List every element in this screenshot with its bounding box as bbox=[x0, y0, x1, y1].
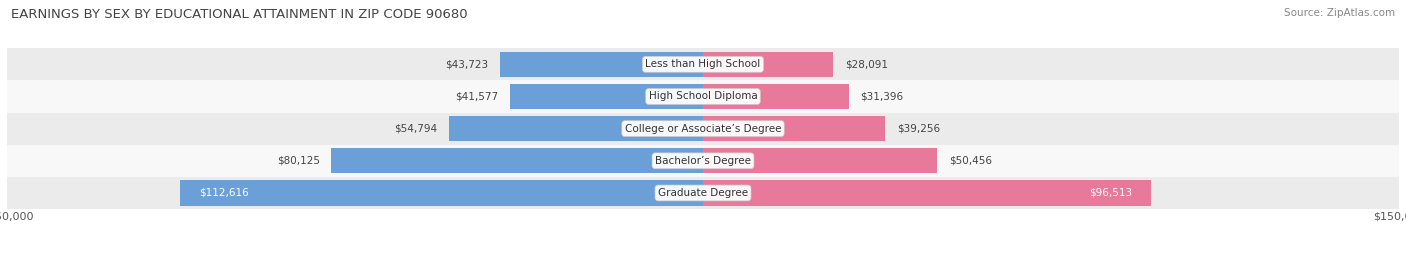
Bar bbox=[703, 148, 938, 173]
Text: $39,256: $39,256 bbox=[897, 124, 939, 134]
Text: $43,723: $43,723 bbox=[446, 59, 488, 69]
Bar bbox=[703, 180, 1150, 206]
Text: Less than High School: Less than High School bbox=[645, 59, 761, 69]
Bar bbox=[180, 180, 703, 206]
Text: Bachelor’s Degree: Bachelor’s Degree bbox=[655, 156, 751, 166]
Bar bbox=[7, 48, 1399, 80]
Bar bbox=[7, 80, 1399, 113]
Bar bbox=[703, 116, 886, 141]
Bar bbox=[703, 52, 834, 77]
Text: $41,577: $41,577 bbox=[456, 91, 499, 102]
Text: $96,513: $96,513 bbox=[1090, 188, 1132, 198]
Bar bbox=[7, 113, 1399, 145]
Text: $80,125: $80,125 bbox=[277, 156, 319, 166]
Bar bbox=[332, 148, 703, 173]
Text: $50,456: $50,456 bbox=[949, 156, 991, 166]
Bar bbox=[7, 145, 1399, 177]
Text: EARNINGS BY SEX BY EDUCATIONAL ATTAINMENT IN ZIP CODE 90680: EARNINGS BY SEX BY EDUCATIONAL ATTAINMEN… bbox=[11, 8, 468, 21]
Text: $31,396: $31,396 bbox=[860, 91, 904, 102]
Text: Source: ZipAtlas.com: Source: ZipAtlas.com bbox=[1284, 8, 1395, 18]
Text: $28,091: $28,091 bbox=[845, 59, 889, 69]
Text: $54,794: $54,794 bbox=[394, 124, 437, 134]
Text: $112,616: $112,616 bbox=[200, 188, 249, 198]
Bar bbox=[703, 84, 849, 109]
Bar bbox=[449, 116, 703, 141]
Text: High School Diploma: High School Diploma bbox=[648, 91, 758, 102]
Bar bbox=[7, 177, 1399, 209]
Text: Graduate Degree: Graduate Degree bbox=[658, 188, 748, 198]
Bar bbox=[501, 52, 703, 77]
Text: College or Associate’s Degree: College or Associate’s Degree bbox=[624, 124, 782, 134]
Bar bbox=[510, 84, 703, 109]
